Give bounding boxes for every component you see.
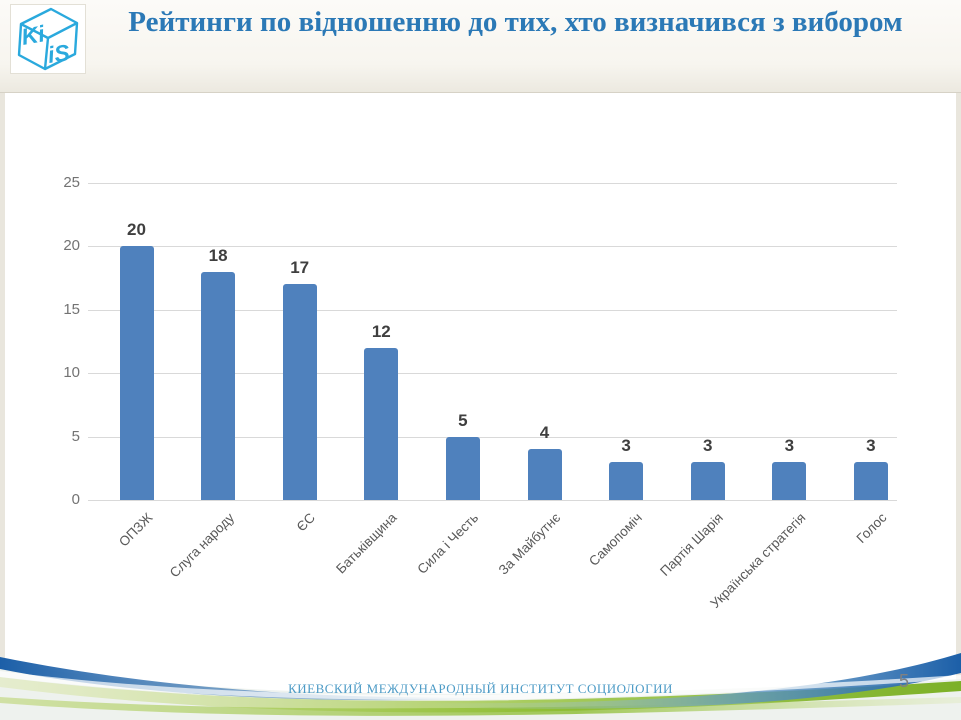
y-tick-label: 5 [71,427,80,445]
gridline [88,436,897,438]
bar [609,461,644,500]
organization-name: КИЕВСКИЙ МЕЖДУНАРОДНЫЙ ИНСТИТУТ СОЦИОЛОГ… [288,681,673,696]
category-label: ЄС [293,510,319,535]
slide-header: Ki iS Рейтинги по відношенню до тих, хто… [0,0,961,93]
bar-value-label: 12 [371,321,391,341]
bar-value-label: 18 [208,245,228,265]
category-label: Сила і Честь [414,510,482,577]
bar-value-label: 3 [866,435,876,455]
category-label: Голос [853,510,890,546]
logo-text-bottom: iS [46,39,72,68]
gridline [88,183,897,184]
bar [201,271,236,500]
slide-body [5,0,956,712]
category-label: Партія Шарія [657,510,727,579]
bar [690,461,725,500]
gridline [88,373,897,375]
bar-value-label: 3 [621,435,631,455]
y-tick-label: 20 [63,237,80,255]
y-tick-label: 0 [71,491,80,508]
bar [445,436,480,500]
bar-value-label: 3 [702,435,713,455]
bar-chart: 0 5 10 15 20 25 20 ОПЗЖ 18 Слуга народу 17 ЄС 12 Бать… [0,92,961,648]
bar [364,347,399,500]
bar-value-label: 20 [127,220,146,240]
bar-value-label: 17 [290,258,310,278]
logo-text-top: Ki [19,20,47,50]
bar-value-label: 3 [784,435,795,455]
bar [772,461,807,500]
bar [282,284,317,500]
category-label: Слуга народу [166,510,237,581]
bar [853,461,888,500]
category-label: ОПЗЖ [115,510,156,550]
slide-footer: КИЕВСКИЙ МЕЖДУНАРОДНЫЙ ИНСТИТУТ СОЦИОЛОГ… [0,645,961,720]
footer-wave-decoration [0,653,961,720]
bar [527,449,562,500]
y-tick-label: 10 [63,364,80,382]
category-label: Самопоміч [585,510,645,569]
page-title: Рейтинги по відношенню до тих, хто визна… [128,6,903,38]
bar [119,246,154,500]
kiis-logo: Ki iS [10,4,86,74]
y-tick-label: 15 [63,300,80,318]
gridline [88,309,897,311]
bar-value-label: 4 [539,423,550,443]
gridline [88,246,897,248]
kiis-cube-icon: Ki iS [17,7,79,71]
y-tick-label: 25 [63,174,80,191]
category-label: Українська стратегія [706,510,808,611]
category-label: За Майбутнє [495,510,564,578]
bar-value-label: 5 [458,410,468,430]
page-number: 5 [898,671,909,691]
gridline [88,500,897,501]
category-label: Батьківщина [333,510,400,577]
